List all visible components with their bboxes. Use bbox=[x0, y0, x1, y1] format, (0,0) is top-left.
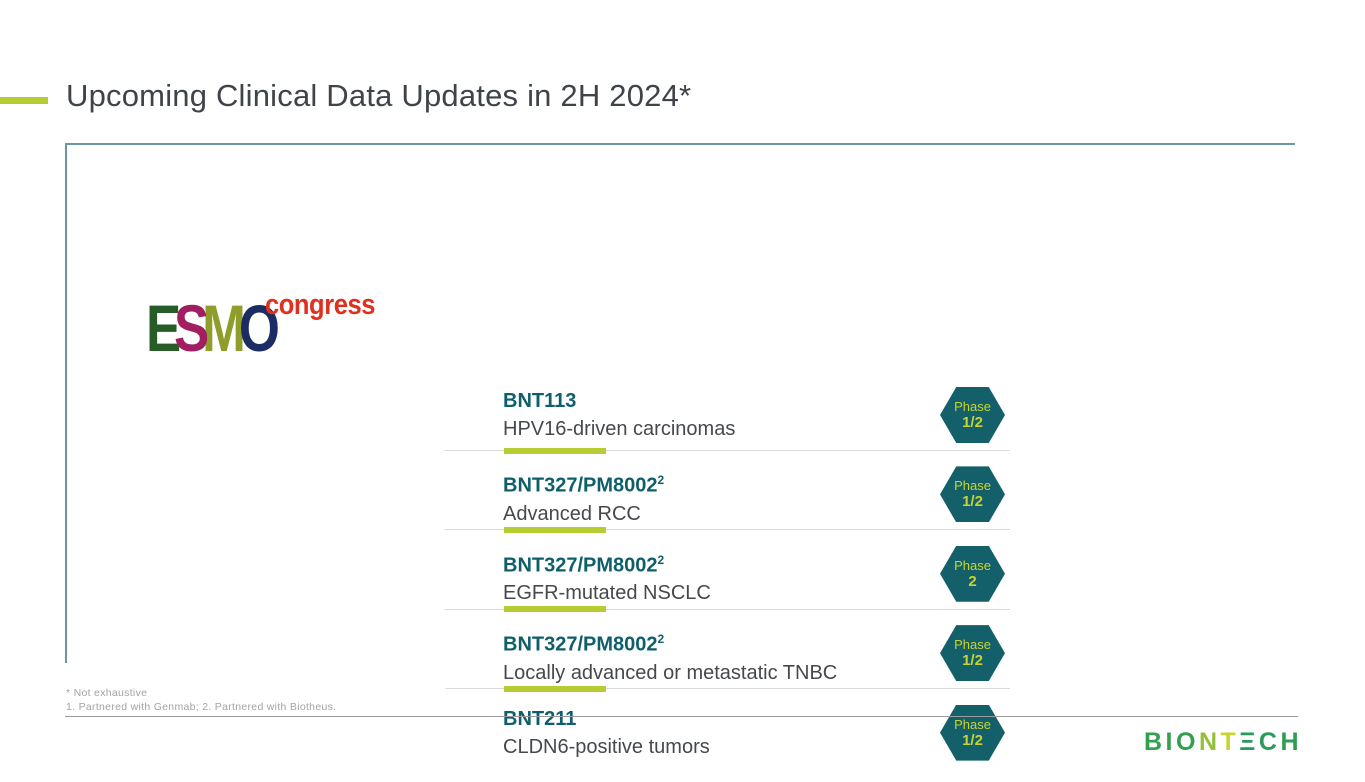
footer-divider bbox=[65, 716, 1298, 717]
row-separator bbox=[445, 529, 1010, 531]
biontech-letter: N bbox=[1198, 728, 1221, 756]
biontech-letter: I bbox=[1165, 728, 1176, 756]
row-separator bbox=[445, 450, 1010, 451]
esmo-letter: O bbox=[238, 291, 280, 365]
footnote-line: 1. Partnered with Genmab; 2. Partnered w… bbox=[66, 700, 337, 713]
trial-row: BNT113 HPV16-driven carcinomas Phase 1/2 bbox=[445, 385, 1010, 464]
footnote-line: * Not exhaustive bbox=[66, 687, 148, 699]
phase-badge-label: Phase bbox=[954, 478, 991, 494]
biontech-letter: Ξ bbox=[1239, 728, 1259, 756]
trial-indication: HPV16-driven carcinomas bbox=[503, 418, 736, 440]
biontech-letter: T bbox=[1220, 728, 1240, 756]
biontech-letter: B bbox=[1143, 728, 1166, 756]
row-separator bbox=[445, 688, 1010, 690]
trial-text: BNT327/PM80022 Advanced RCC bbox=[503, 467, 664, 528]
phase-badge-value: 2 bbox=[968, 572, 977, 590]
phase-badge-label: Phase bbox=[954, 399, 991, 414]
esmo-congress-label: congress bbox=[265, 289, 375, 321]
page-title: Upcoming Clinical Data Updates in 2H 202… bbox=[66, 78, 692, 113]
row-accent-bar bbox=[504, 606, 606, 613]
biontech-letter: O bbox=[1175, 728, 1199, 756]
trial-row: BNT327/PM80022 Advanced RCC Phase 1/2 bbox=[445, 464, 1010, 543]
trial-name: BNT327/PM80022 bbox=[503, 552, 665, 577]
esmo-letter: E bbox=[146, 291, 182, 365]
phase-badge-value: 1/2 bbox=[962, 731, 983, 749]
phase-badge: Phase 1/2 bbox=[940, 704, 1005, 761]
trial-indication: Locally advanced or metastatic TNBC bbox=[503, 661, 838, 684]
phase-badge-label: Phase bbox=[954, 637, 991, 653]
trial-text: BNT327/PM80022 EGFR-mutated NSCLC bbox=[503, 547, 711, 608]
esmo-content-box: ESMO congress BNT113 HPV16-driven carcin… bbox=[65, 143, 1295, 761]
title-accent-dash bbox=[0, 97, 48, 104]
esmo-letter: S bbox=[174, 291, 210, 365]
row-accent-bar bbox=[504, 447, 606, 454]
phase-badge-value: 1/2 bbox=[962, 652, 983, 670]
esmo-wordmark: ESMO bbox=[146, 295, 280, 361]
phase-badge: Phase 1/2 bbox=[940, 625, 1005, 682]
trial-row: BNT327/PM80022 Locally advanced or metas… bbox=[445, 623, 1010, 702]
phase-badge: Phase 1/2 bbox=[940, 387, 1005, 443]
trial-name: BNT327/PM80022 bbox=[503, 473, 665, 498]
esmo-letter: M bbox=[202, 291, 247, 365]
trial-row: BNT327/PM80022 EGFR-mutated NSCLC Phase … bbox=[445, 544, 1010, 623]
biontech-letter: C bbox=[1258, 728, 1281, 756]
phase-badge: Phase 1/2 bbox=[940, 466, 1005, 523]
row-separator bbox=[445, 608, 1010, 610]
trial-list: BNT113 HPV16-driven carcinomas Phase 1/2… bbox=[445, 385, 1010, 782]
trial-indication: EGFR-mutated NSCLC bbox=[503, 582, 711, 605]
trial-name: BNT211 bbox=[503, 707, 577, 730]
biontech-logo: BIONTΞCH bbox=[1144, 730, 1302, 755]
phase-badge-label: Phase bbox=[954, 716, 991, 732]
phase-badge-label: Phase bbox=[954, 557, 991, 573]
trial-text: BNT113 HPV16-driven carcinomas bbox=[503, 388, 735, 443]
trial-indication: CLDN6-positive tumors bbox=[503, 735, 710, 758]
trial-name: BNT113 bbox=[503, 390, 577, 412]
footnotes: * Not exhaustive 1. Partnered with Genmab… bbox=[66, 687, 336, 714]
trial-name: BNT327/PM80022 bbox=[503, 632, 665, 656]
trial-text: BNT211 CLDN6-positive tumors bbox=[503, 706, 710, 761]
phase-badge: Phase 2 bbox=[940, 545, 1005, 602]
biontech-letter: H bbox=[1280, 728, 1302, 756]
trial-indication: Advanced RCC bbox=[503, 503, 641, 526]
trial-row: BNT211 CLDN6-positive tumors Phase 1/2 bbox=[445, 703, 1010, 782]
phase-badge-value: 1/2 bbox=[962, 414, 983, 431]
trial-text: BNT327/PM80022 Locally advanced or metas… bbox=[503, 626, 837, 687]
row-accent-bar bbox=[504, 685, 606, 692]
row-accent-bar bbox=[504, 526, 606, 533]
phase-badge-value: 1/2 bbox=[962, 493, 983, 511]
